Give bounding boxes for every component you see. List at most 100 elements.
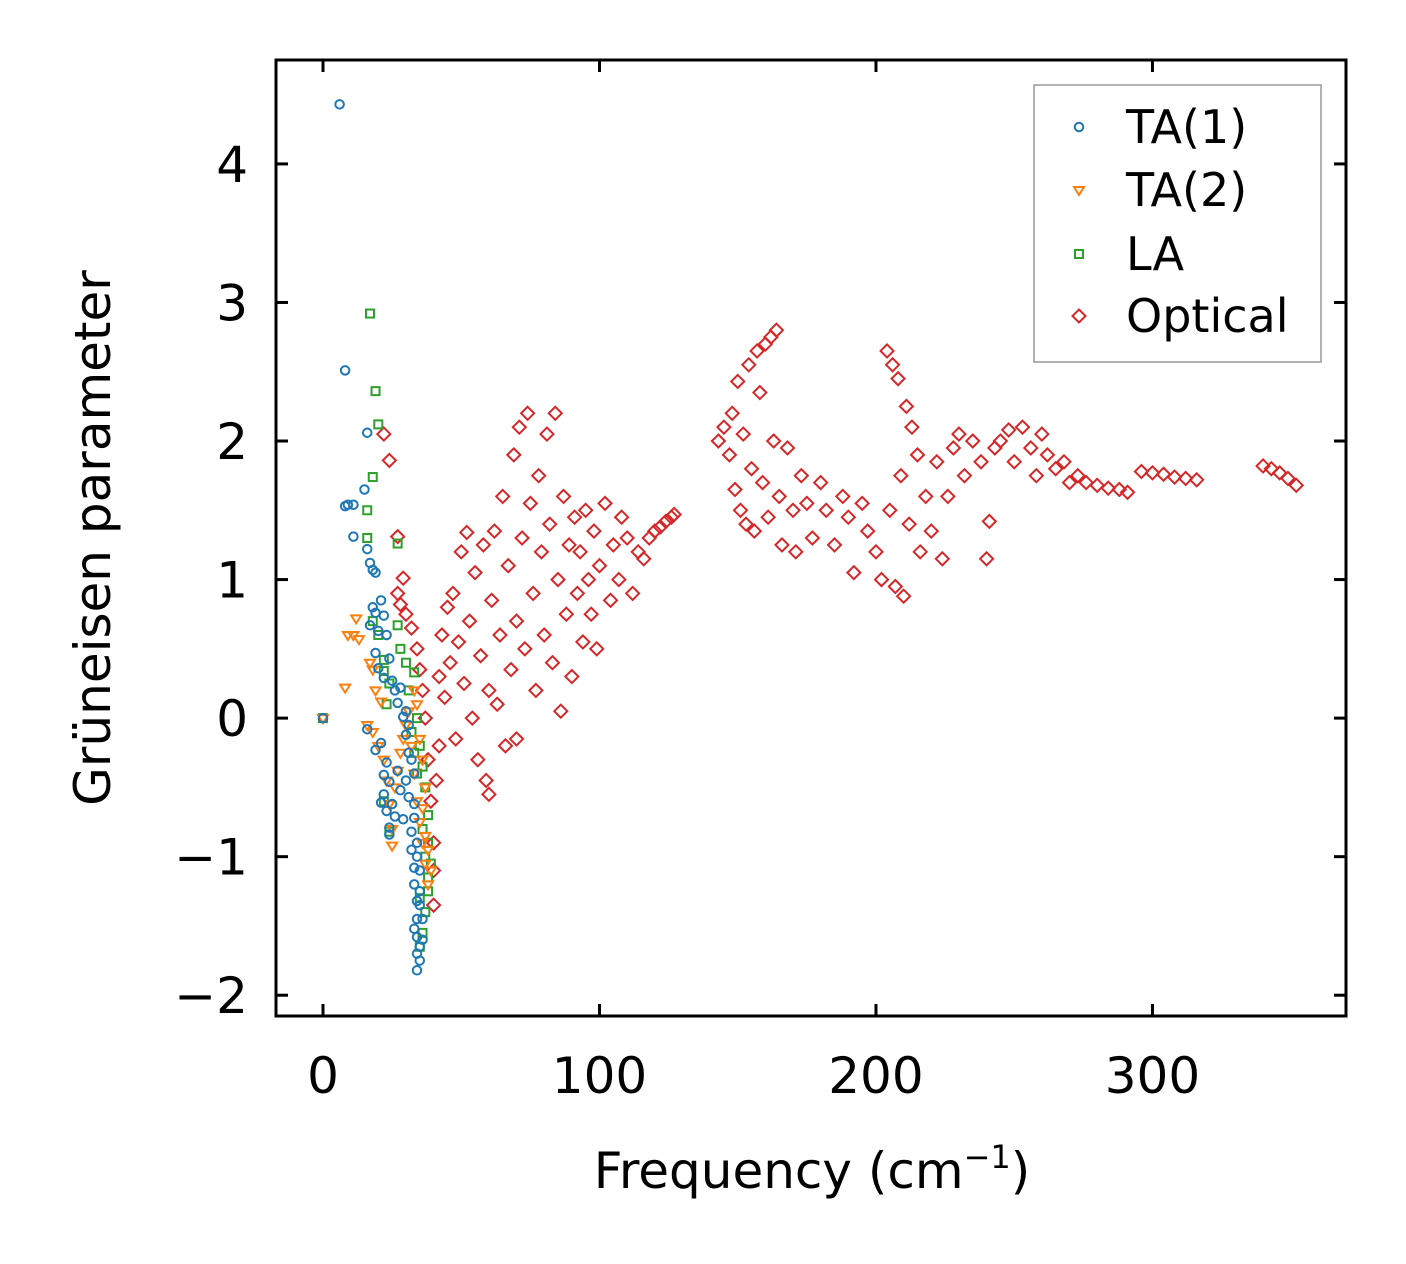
data-point xyxy=(431,668,448,685)
data-point xyxy=(342,499,354,510)
legend-marker xyxy=(1071,308,1087,324)
x-tick-label: 300 xyxy=(1105,1047,1200,1105)
series-ta-1 xyxy=(317,99,428,976)
data-point xyxy=(580,571,597,588)
data-point xyxy=(486,523,503,539)
data-point xyxy=(522,495,539,512)
data-point xyxy=(414,899,426,911)
data-point xyxy=(367,564,379,576)
data-point xyxy=(418,783,433,795)
data-point xyxy=(361,723,373,735)
data-point xyxy=(409,667,420,678)
data-point xyxy=(367,602,379,613)
data-point xyxy=(392,697,403,709)
data-point xyxy=(406,844,417,855)
data-point xyxy=(751,384,768,401)
data-point xyxy=(389,685,401,696)
data-point xyxy=(410,700,424,712)
data-point xyxy=(464,710,481,727)
data-point xyxy=(818,502,835,519)
x-tick-label: 200 xyxy=(828,1047,923,1105)
data-point xyxy=(505,446,522,463)
data-point xyxy=(1177,470,1194,487)
data-point xyxy=(422,793,439,810)
data-point xyxy=(536,627,553,643)
data-point xyxy=(519,405,536,422)
y-tick-label: 1 xyxy=(216,552,248,610)
data-point xyxy=(727,481,743,498)
data-point xyxy=(478,772,495,789)
data-point xyxy=(561,537,577,553)
data-point xyxy=(1188,471,1205,488)
data-point xyxy=(527,682,544,699)
data-point xyxy=(978,550,995,567)
data-point xyxy=(951,426,967,443)
data-point xyxy=(923,523,940,539)
legend-label: TA(2) xyxy=(1125,163,1247,217)
series-la xyxy=(318,308,436,952)
data-point xyxy=(384,776,395,788)
data-point xyxy=(530,467,547,484)
data-point xyxy=(363,658,377,670)
data-point xyxy=(591,557,608,574)
data-point xyxy=(397,711,409,722)
data-point xyxy=(375,426,392,443)
data-point xyxy=(1022,440,1039,456)
data-point xyxy=(577,502,594,519)
data-point xyxy=(414,893,425,904)
data-point xyxy=(408,862,420,874)
data-point xyxy=(992,433,1009,449)
data-point xyxy=(981,513,998,530)
data-point xyxy=(732,502,749,519)
data-point xyxy=(1155,466,1172,483)
data-point xyxy=(892,467,909,484)
data-point xyxy=(552,703,569,720)
data-point xyxy=(1014,419,1031,436)
legend-label: Optical xyxy=(1126,289,1288,343)
data-point xyxy=(666,506,683,523)
data-point xyxy=(414,886,426,897)
data-point xyxy=(754,474,771,491)
data-point xyxy=(395,784,406,796)
data-point xyxy=(646,523,663,539)
data-point xyxy=(424,866,438,878)
data-point xyxy=(602,592,619,609)
legend-label: LA xyxy=(1126,227,1185,281)
data-point xyxy=(417,913,428,925)
data-point xyxy=(774,537,790,553)
data-point xyxy=(657,513,674,530)
data-point xyxy=(370,744,381,756)
data-point xyxy=(749,343,765,359)
data-point xyxy=(378,610,390,621)
data-point xyxy=(381,757,392,768)
legend-marker xyxy=(1074,249,1084,259)
data-point xyxy=(514,530,530,546)
x-tick-label: 100 xyxy=(552,1047,647,1105)
legend-item: TA(2) xyxy=(1072,163,1247,217)
data-point xyxy=(1271,464,1288,481)
data-point xyxy=(1111,481,1128,498)
data-point xyxy=(898,398,915,415)
data-point xyxy=(400,729,412,740)
data-point xyxy=(417,761,428,772)
data-point xyxy=(403,620,420,636)
data-point xyxy=(508,730,525,747)
data-point xyxy=(400,657,411,668)
data-point xyxy=(1119,484,1136,501)
data-point xyxy=(378,769,390,781)
data-point xyxy=(397,814,409,825)
data-point xyxy=(1047,460,1064,477)
data-point xyxy=(392,620,403,631)
data-point xyxy=(610,571,627,588)
data-point xyxy=(442,654,459,671)
data-point xyxy=(492,627,508,643)
data-point xyxy=(1039,446,1056,463)
data-point xyxy=(710,433,727,449)
data-point xyxy=(395,682,406,693)
data-point xyxy=(339,365,351,376)
data-point xyxy=(635,550,652,567)
data-point xyxy=(409,640,425,657)
data-point xyxy=(415,804,430,816)
data-point xyxy=(574,633,591,650)
data-point xyxy=(400,775,412,786)
